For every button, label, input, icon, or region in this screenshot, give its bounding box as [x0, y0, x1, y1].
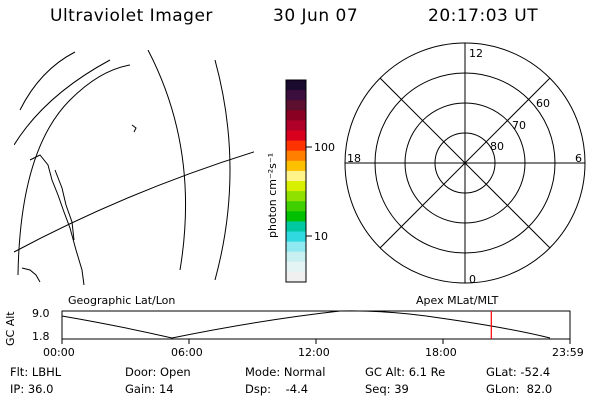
date-label: 30 Jun 07	[273, 6, 359, 26]
time-label: 20:17:03 UT	[428, 6, 539, 26]
colorbar-segment	[286, 181, 306, 192]
mlat-label-60: 60	[536, 97, 550, 110]
polar-grid	[344, 42, 586, 284]
colorbar-segment	[286, 211, 306, 222]
mlat-label-70: 70	[512, 119, 526, 132]
colorbar-segment	[286, 241, 306, 253]
glon-status: GLon: 82.0	[486, 382, 553, 396]
door-status: Door: Open	[125, 365, 191, 379]
mlat-label-80: 80	[490, 140, 504, 153]
seq-status: Seq: 39	[365, 382, 409, 396]
altitude-curve	[61, 310, 551, 339]
instrument-title: Ultraviolet Imager	[50, 6, 213, 26]
colorbar-segment	[286, 90, 306, 101]
colorbar-unit-label: photon cm⁻²s⁻¹	[266, 152, 279, 238]
lon-arc-3	[14, 151, 254, 253]
coastline	[29, 154, 85, 286]
coastline-3	[21, 267, 41, 283]
colorbar-segment	[286, 201, 306, 212]
lon-arc-2	[214, 59, 231, 281]
colorbar-tick-label-100: 100	[314, 141, 335, 154]
colorbar-segment	[286, 170, 306, 182]
timeline-xtick-4: 23:59	[552, 346, 584, 359]
colorbar-segment	[286, 150, 306, 162]
gc-alt-status: GC Alt: 6.1 Re	[365, 365, 446, 379]
colorbar-frame	[285, 79, 307, 283]
colorbar-segment	[286, 120, 306, 131]
geographic-panel-label: Geographic Lat/Lon	[68, 294, 176, 307]
timeline-ytick-high: 9.0	[32, 307, 50, 320]
island	[131, 124, 137, 133]
timeline-ylabel: GC Alt	[4, 311, 17, 346]
colorbar-segment	[286, 221, 306, 232]
timeline-xtick-1: 06:00	[171, 346, 203, 359]
timeline-ytick-low: 1.8	[32, 330, 50, 343]
lat-arc-2	[14, 59, 111, 146]
timeline-xtick-0: 00:00	[43, 346, 75, 359]
geographic-map	[14, 50, 254, 286]
colorbar	[286, 80, 306, 283]
colorbar-segment	[286, 80, 306, 91]
colorbar-segment	[286, 110, 306, 121]
apex-panel-label: Apex MLat/MLT	[416, 294, 499, 307]
mode-status: Mode: Normal	[245, 365, 326, 379]
gain-status: Gain: 14	[125, 382, 174, 396]
mlt-label-12: 12	[469, 47, 483, 60]
ip-status: IP: 36.0	[10, 382, 54, 396]
colorbar-tick-label-10: 10	[314, 230, 328, 243]
colorbar-segment	[286, 191, 306, 202]
timeline-xtick-3: 18:00	[425, 346, 457, 359]
colorbar-segment	[286, 100, 306, 111]
dsp-status: Dsp: -4.4	[245, 382, 309, 396]
colorbar-segment	[286, 251, 306, 263]
timeline-frame	[61, 310, 571, 340]
lat-arc-1	[19, 51, 76, 111]
timeline-xtick-2: 12:00	[298, 346, 330, 359]
colorbar-segment	[286, 261, 306, 273]
colorbar-segment	[286, 160, 306, 172]
filter-status: Flt: LBHL	[10, 365, 62, 379]
colorbar-segment	[286, 130, 306, 142]
mlt-label-18: 18	[347, 152, 361, 165]
colorbar-segment	[286, 140, 306, 152]
colorbar-segment	[286, 231, 306, 243]
mlt-label-6: 6	[575, 152, 582, 165]
mlt-label-0: 0	[469, 273, 476, 286]
colorbar-segment	[286, 271, 306, 283]
lon-arc-1	[147, 50, 186, 271]
lat-arc-3	[17, 64, 131, 276]
glat-status: GLat: -52.4	[486, 365, 551, 379]
coastline-2	[54, 169, 75, 241]
